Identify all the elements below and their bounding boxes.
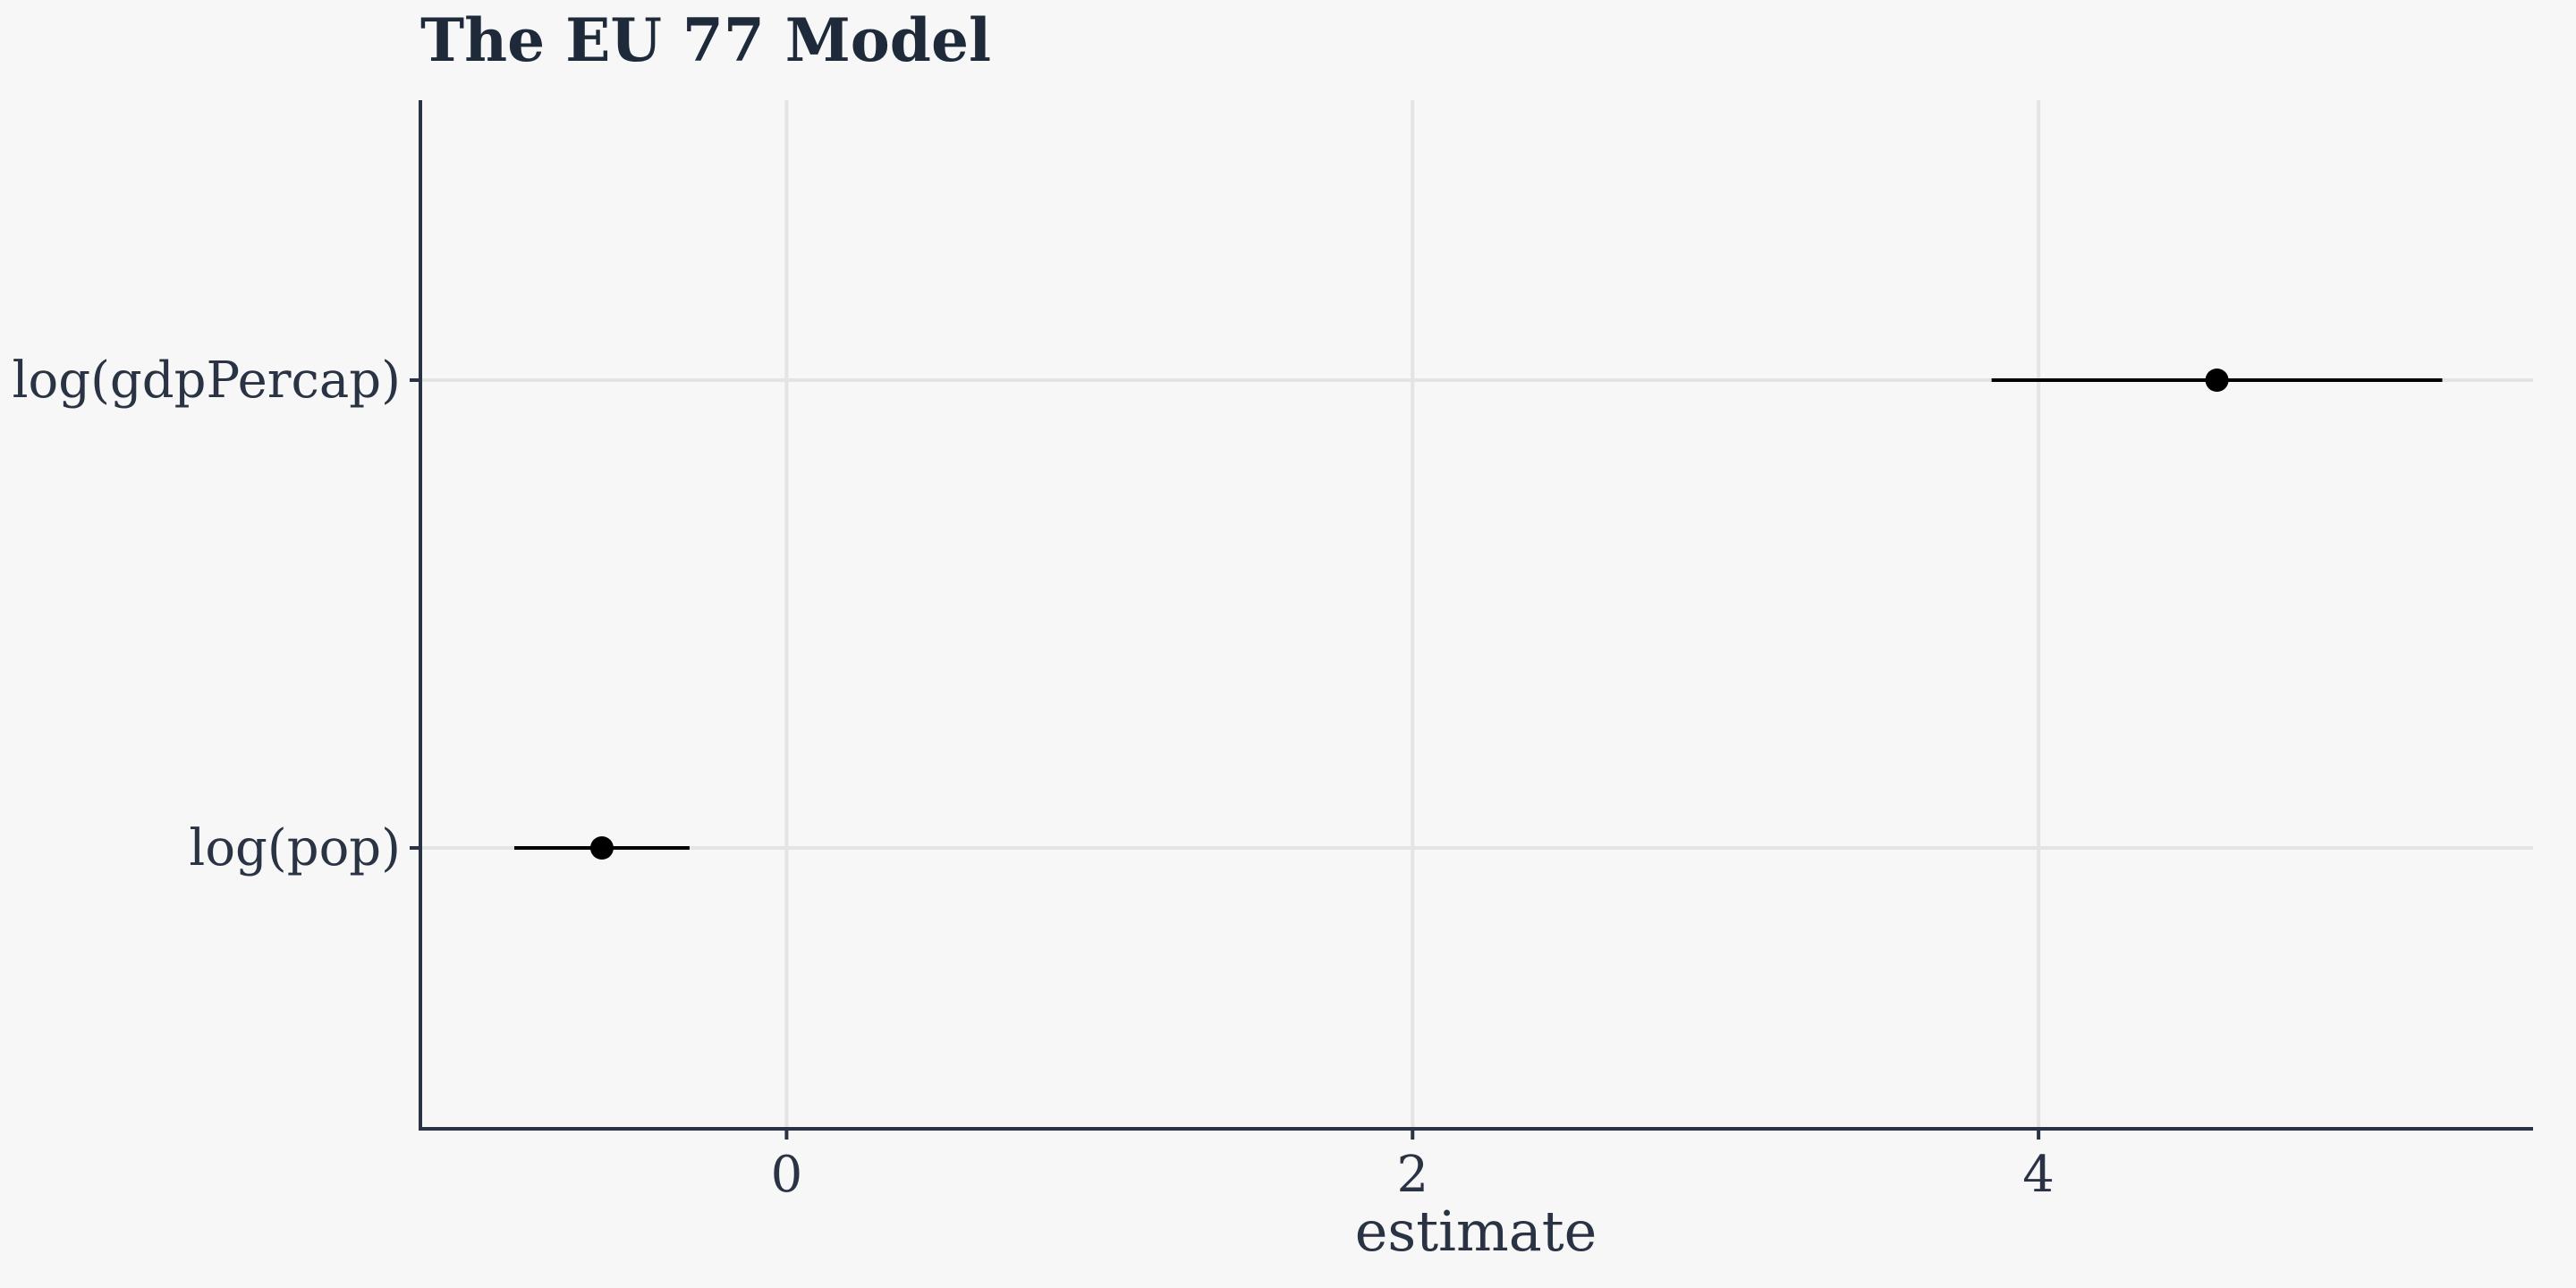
axes: 0 2 4 log(gdpPercap) log(pop) [13, 100, 2533, 1204]
x-tick-label-4: 4 [2022, 1146, 2055, 1204]
point-log-gdppercap [2205, 369, 2229, 392]
x-tick-label-0: 0 [771, 1146, 803, 1204]
chart-title: The EU 77 Model [420, 5, 991, 75]
x-tick-label-2: 2 [1396, 1146, 1428, 1204]
x-axis-label: estimate [1355, 1199, 1597, 1264]
y-tick-label-log-gdppercap: log(gdpPercap) [13, 352, 401, 410]
point-log-pop [589, 836, 614, 860]
y-tick-label-log-pop: log(pop) [189, 819, 401, 877]
grid-lines [420, 100, 2533, 1129]
data-marks [513, 369, 2443, 860]
